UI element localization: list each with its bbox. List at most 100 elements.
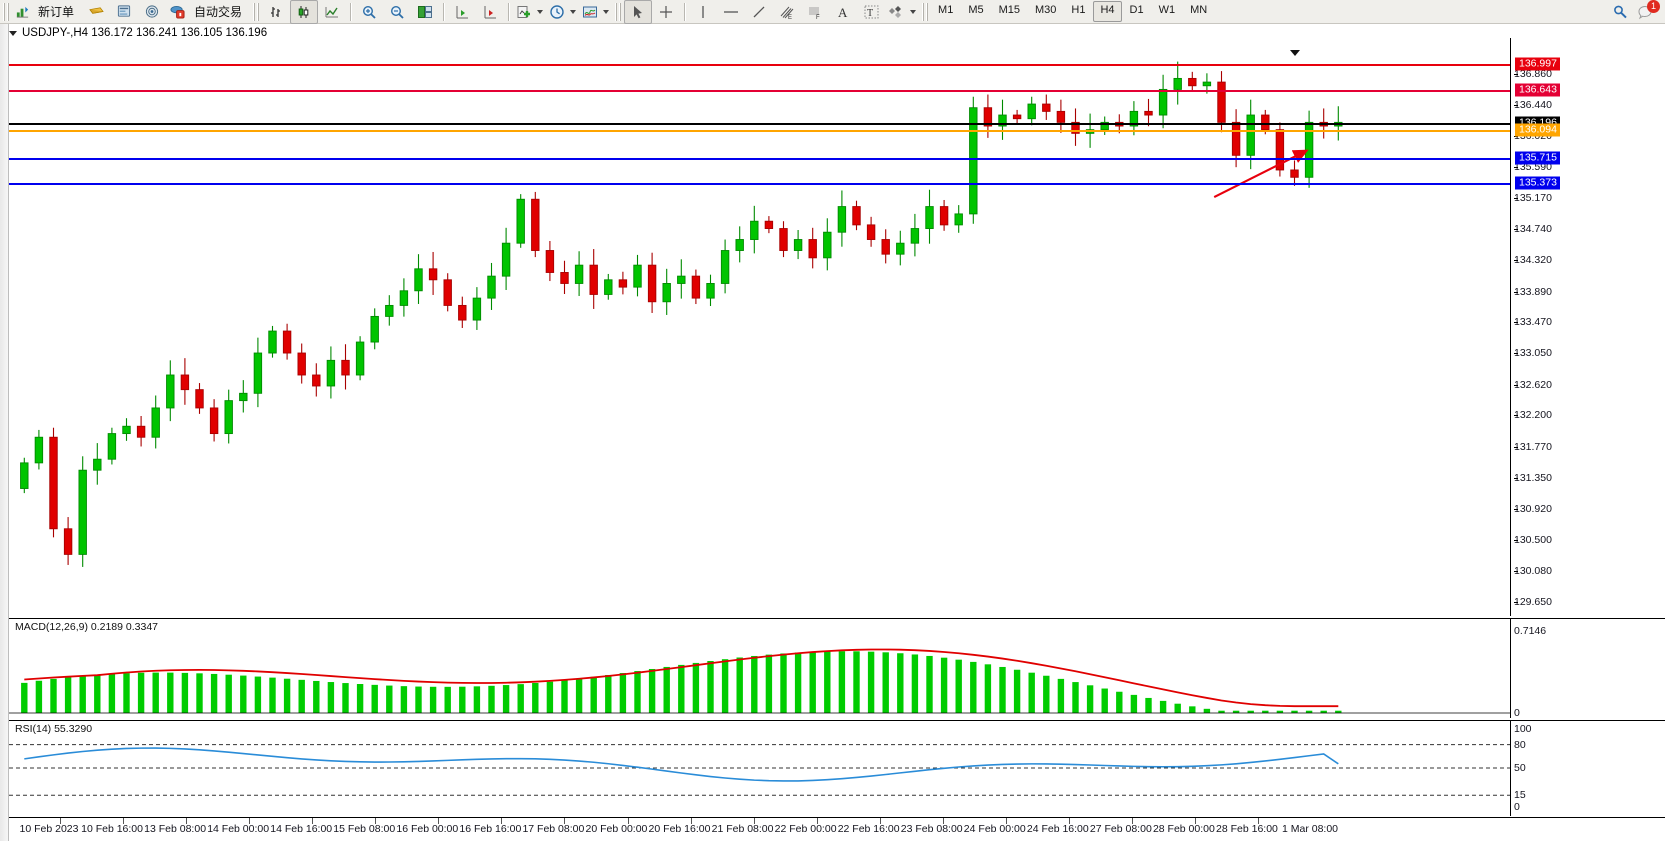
vertical-line-button[interactable] <box>689 0 717 24</box>
time-tick-label: 14 Feb 00:00 <box>207 823 270 835</box>
timeframe-group: M1 M5 M15 M30 H1 H4 D1 W1 MN <box>931 1 1214 22</box>
chart-window[interactable]: USDJPY-,H4 136.172 136.241 136.105 136.1… <box>0 24 1665 841</box>
macd-panel[interactable]: MACD(12,26,9) 0.2189 0.3347 0.7146 0 <box>9 618 1665 719</box>
price-tick-mark <box>1514 602 1518 603</box>
crosshair-button[interactable] <box>652 0 680 24</box>
timeframe-button-h1[interactable]: H1 <box>1071 4 1086 16</box>
vertical-line-icon <box>695 4 711 20</box>
chevron-down-icon-4[interactable] <box>910 9 917 14</box>
chart-shift-button[interactable] <box>448 0 476 24</box>
chart-vertical-scrollbar[interactable] <box>0 24 9 841</box>
timeframe-button-d1[interactable]: D1 <box>1129 4 1144 16</box>
line-chart-button[interactable] <box>318 0 346 24</box>
toolbar-separator-1 <box>350 2 352 21</box>
time-tick-mark <box>1005 818 1007 824</box>
cursor-button[interactable] <box>624 0 653 24</box>
rsi-panel[interactable]: RSI(14) 55.3290 100 80 50 15 0 <box>9 720 1665 816</box>
macd-plot-area[interactable] <box>9 619 1510 719</box>
timeframe-button-h4[interactable]: H4 <box>1093 1 1122 22</box>
zoom-out-button[interactable] <box>383 0 411 24</box>
toolbar-separator-3 <box>508 2 510 21</box>
notifications-icon[interactable]: 1 <box>1637 0 1660 20</box>
rsi-tick-label: 15 <box>1514 789 1526 802</box>
time-tick-mark <box>501 818 503 824</box>
candlestick-chart-button[interactable] <box>290 0 319 24</box>
expert-advisors-button[interactable] <box>82 0 110 24</box>
rsi-tick-label: 0 <box>1514 801 1520 813</box>
time-tick-mark <box>690 818 692 824</box>
time-tick-label: 23 Feb 08:00 <box>900 823 963 835</box>
price-panel[interactable]: 136.860136.440136.020135.590135.170134.7… <box>9 38 1665 616</box>
time-tick-label: 14 Feb 16:00 <box>270 823 333 835</box>
rsi-tick-label: 100 <box>1514 723 1532 735</box>
timeframe-button-m30[interactable]: M30 <box>1035 4 1057 16</box>
chevron-down-icon-3[interactable] <box>603 9 610 14</box>
timeframe-button-w1[interactable]: W1 <box>1158 4 1176 16</box>
zoom-in-button[interactable] <box>355 0 383 24</box>
horizontal-line-button[interactable] <box>717 0 745 24</box>
timeframe-button-mn[interactable]: MN <box>1190 4 1208 16</box>
chart-collapse-icon[interactable] <box>1290 50 1300 56</box>
periods-button[interactable] <box>546 0 579 24</box>
candlestick-icon <box>296 4 312 20</box>
market-watch-button[interactable] <box>138 0 166 24</box>
price-axis[interactable]: 136.860136.440136.020135.590135.170134.7… <box>1510 38 1665 616</box>
template-icon <box>582 4 598 20</box>
time-tick-label: 1 Mar 08:00 <box>1281 823 1339 835</box>
terminal-button[interactable] <box>110 0 138 24</box>
resistance-line-1[interactable] <box>9 64 1510 66</box>
search-icon[interactable] <box>1612 4 1628 20</box>
toolbar-grip-3[interactable] <box>615 2 622 21</box>
support-line-2[interactable] <box>9 182 1510 185</box>
page-title: USDJPY-,H4 136.172 136.241 136.105 136.1… <box>22 27 268 39</box>
price-tick-label: 136.440 <box>1514 98 1552 111</box>
rsi-plot-area[interactable] <box>9 721 1510 817</box>
orange-line[interactable] <box>9 130 1510 133</box>
chevron-down-icon-2[interactable] <box>570 9 577 14</box>
text-button[interactable]: A <box>829 0 857 24</box>
indicators-button[interactable] <box>513 0 546 24</box>
auto-trading-button[interactable]: 自动交易 <box>166 0 250 24</box>
resistance-line-2[interactable] <box>9 89 1510 92</box>
timeframe-button-m1[interactable]: M1 <box>938 4 954 16</box>
text-label-button[interactable]: T <box>857 0 885 24</box>
rsi-tick-label: 80 <box>1514 738 1526 751</box>
clock-icon <box>549 4 565 20</box>
support-line-1[interactable] <box>9 157 1510 160</box>
time-tick-label: 24 Feb 00:00 <box>963 823 1026 835</box>
chart-menu-icon[interactable] <box>9 30 17 36</box>
toolbar-grip-4[interactable] <box>922 2 929 21</box>
price-plot-area[interactable] <box>9 38 1510 616</box>
new-order-button[interactable]: 新订单 <box>12 0 82 24</box>
price-tick-label: 134.320 <box>1514 254 1552 267</box>
price-tick-mark <box>1514 104 1518 106</box>
rsi-tick-label: 50 <box>1514 762 1526 774</box>
fibonacci-button[interactable]: F <box>801 0 829 24</box>
tile-windows-button[interactable] <box>411 0 439 24</box>
time-tick-mark <box>816 818 818 824</box>
objects-button[interactable] <box>885 0 919 24</box>
bar-chart-button[interactable] <box>262 0 290 24</box>
timeframe-button-m5[interactable]: M5 <box>968 4 984 16</box>
current-price-line[interactable] <box>9 122 1510 125</box>
text-icon: A <box>835 4 851 20</box>
support-line-1-label: 135.715 <box>1515 151 1560 165</box>
auto-scroll-button[interactable] <box>476 0 504 24</box>
price-tick-mark <box>1514 167 1518 169</box>
time-axis[interactable]: 10 Feb 2023 10 Feb 16:00 13 Feb 08:00 14 Fe… <box>9 817 1665 841</box>
equidistant-channel-button[interactable]: E <box>773 0 801 24</box>
toolbar-grip[interactable] <box>3 2 9 21</box>
timeframe-button-m15[interactable]: M15 <box>998 4 1020 16</box>
price-tick-label: 134.740 <box>1514 223 1552 236</box>
toolbar-grip-2[interactable] <box>253 2 260 21</box>
tile-windows-icon <box>417 4 433 20</box>
templates-button[interactable] <box>579 0 612 24</box>
price-tick-label: 132.200 <box>1514 409 1552 422</box>
rsi-axis[interactable]: 100 80 50 15 0 <box>1510 721 1665 816</box>
svg-text:E: E <box>788 15 792 20</box>
trendline-button[interactable] <box>745 0 773 24</box>
chevron-down-icon[interactable] <box>537 9 544 14</box>
horizontal-line-icon <box>722 4 740 20</box>
macd-axis[interactable]: 0.7146 0 <box>1510 619 1665 719</box>
price-tick-label: 131.350 <box>1514 471 1552 484</box>
